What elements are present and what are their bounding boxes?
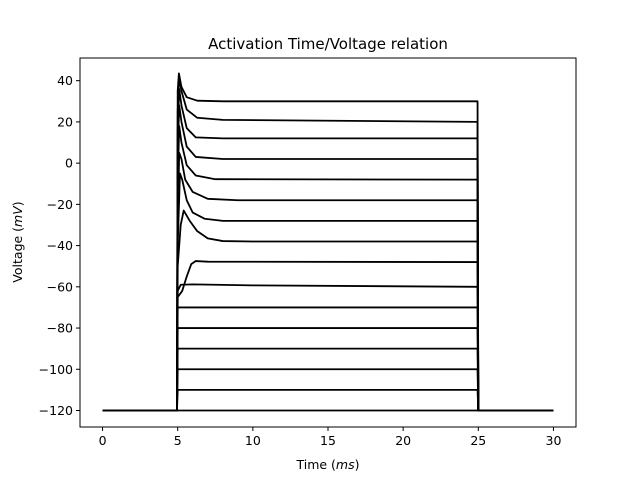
voltage-trace-10	[102, 172, 554, 412]
voltage-trace-6	[102, 306, 554, 412]
voltage-trace-7	[102, 283, 554, 412]
y-tick-label: 20	[57, 114, 73, 129]
voltage-trace-12	[102, 125, 554, 412]
voltage-trace-4	[102, 347, 554, 412]
voltage-trace-15	[102, 75, 554, 412]
x-tick-label: 10	[245, 433, 261, 448]
x-tick-label: 15	[320, 433, 336, 448]
voltage-trace-8	[102, 260, 554, 412]
chart-title: Activation Time/Voltage relation	[208, 35, 448, 53]
x-axis-label: Time (ms)	[295, 457, 359, 472]
y-tick-label: −40	[47, 238, 73, 253]
y-tick-label: −60	[47, 279, 73, 294]
y-tick-label: −120	[39, 403, 73, 418]
x-tick-label: 30	[546, 433, 562, 448]
voltage-trace-11	[102, 151, 554, 412]
y-tick-label: 40	[57, 73, 73, 88]
x-tick-label: 20	[395, 433, 411, 448]
x-tick-label: 25	[470, 433, 486, 448]
x-axis-ticks: 0 5 10 15 20 25 30	[99, 427, 562, 448]
y-axis-label: Voltage (mV)	[10, 201, 25, 282]
plot-traces	[102, 72, 554, 412]
plot-frame	[79, 57, 577, 428]
voltage-trace-13	[102, 104, 554, 412]
voltage-trace-16	[102, 72, 554, 412]
voltage-trace-9	[102, 209, 554, 412]
voltage-trace-2	[102, 388, 554, 412]
voltage-trace-14	[102, 88, 554, 412]
x-tick-label: 0	[99, 433, 107, 448]
y-tick-label: 0	[65, 156, 73, 171]
y-tick-label: −20	[47, 197, 73, 212]
y-axis-ticks: −120 −100 −80 −60 −40 −20 0 20 40	[39, 73, 80, 418]
y-tick-label: −80	[47, 321, 73, 336]
y-tick-label: −100	[39, 362, 73, 377]
x-tick-label: 5	[174, 433, 182, 448]
